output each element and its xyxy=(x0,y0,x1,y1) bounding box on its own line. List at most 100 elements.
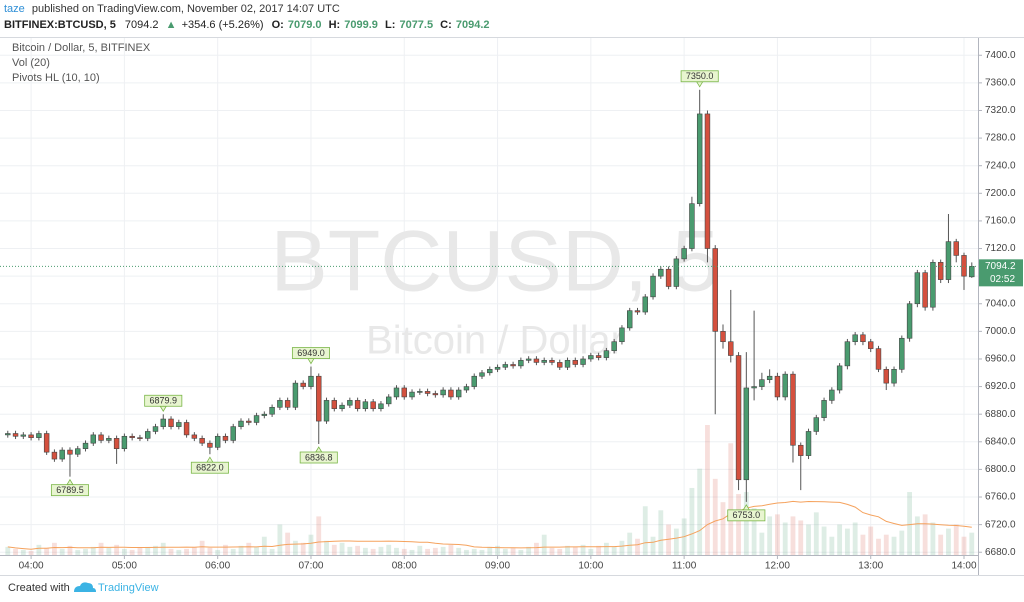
candle-body xyxy=(557,362,563,368)
volume-bar xyxy=(891,536,897,555)
volume-bar xyxy=(526,546,532,555)
volume-bar xyxy=(557,548,563,555)
candle-body xyxy=(137,437,143,439)
y-tick-label: 7120.0 xyxy=(985,243,1016,254)
volume-bar xyxy=(650,536,656,555)
candle-body xyxy=(611,341,617,351)
volume-bar xyxy=(417,545,423,555)
candle-body xyxy=(183,422,190,436)
candle-body xyxy=(168,418,174,427)
volume-bar xyxy=(106,547,112,555)
x-tick-label: 10:00 xyxy=(578,561,603,572)
arrow: ▲ xyxy=(166,19,177,31)
volume-bar xyxy=(697,468,703,555)
candle-body xyxy=(852,334,858,343)
y-tick-label: 6760.0 xyxy=(985,492,1016,503)
candle-body xyxy=(75,448,81,455)
volume-bar xyxy=(852,522,858,555)
candle-body xyxy=(720,331,726,343)
x-tick-label: 07:00 xyxy=(298,561,323,572)
candle-body xyxy=(595,355,602,358)
volume-bar xyxy=(580,544,586,555)
pivot-label: 6949.0 xyxy=(297,348,325,358)
pivot-label: 6879.9 xyxy=(149,396,177,406)
candle-body xyxy=(292,382,299,408)
candle-body xyxy=(658,268,664,277)
candle-body xyxy=(339,404,345,409)
author[interactable]: taze xyxy=(4,3,25,15)
volume-bar xyxy=(782,522,788,555)
pivot-label: 7350.0 xyxy=(686,71,714,81)
candle-body xyxy=(82,442,89,450)
candle-body xyxy=(930,262,936,308)
pivot-label: 6822.0 xyxy=(196,463,224,473)
volume-bar xyxy=(806,524,811,555)
candle-body xyxy=(199,438,205,444)
candle-body xyxy=(580,358,586,365)
volume-bar xyxy=(821,526,827,555)
volume-bar xyxy=(922,514,928,555)
volume-bar xyxy=(549,547,555,555)
candle-body xyxy=(207,442,213,448)
volume-bar xyxy=(137,547,143,555)
pivot-box xyxy=(190,461,229,474)
volume-bar xyxy=(207,547,213,555)
volume-bar xyxy=(627,532,633,555)
candle-body xyxy=(106,438,112,441)
candle-body xyxy=(432,393,439,396)
volume-bar xyxy=(90,546,96,555)
watermark-description: Bitcoin / Dollar xyxy=(366,319,624,363)
close-label: C: xyxy=(440,19,452,31)
x-tick-label: 04:00 xyxy=(19,561,44,572)
volume-bar xyxy=(347,546,353,555)
volume-bar xyxy=(868,526,874,555)
volume-bar xyxy=(129,549,135,555)
low-value: 7077.5 xyxy=(399,19,433,31)
legend-pivots: Pivots HL (10, 10) xyxy=(12,72,100,84)
candle-body xyxy=(759,379,765,387)
volume-bar xyxy=(432,547,438,555)
volume-bar xyxy=(658,510,664,555)
y-tick-label: 7320.0 xyxy=(985,105,1016,116)
volume-bar xyxy=(813,512,819,555)
pivot-box xyxy=(680,70,719,83)
volume-bar xyxy=(199,540,205,555)
candle-body xyxy=(238,420,244,427)
candle-body xyxy=(300,382,306,387)
published: published on TradingView.com, November 0… xyxy=(32,3,340,15)
candle-body xyxy=(937,262,944,280)
candle-body xyxy=(875,348,882,370)
brand-logo[interactable] xyxy=(74,582,96,592)
candle-body xyxy=(222,435,229,441)
legend-main: Bitcoin / Dollar, 5, BITFINEX xyxy=(12,42,151,54)
candle-body xyxy=(487,369,493,374)
volume-bar xyxy=(572,546,578,555)
candle-body xyxy=(619,327,625,343)
volume-bar xyxy=(230,548,236,555)
volume-bar xyxy=(121,548,127,555)
y-tick-label: 7160.0 xyxy=(985,216,1016,227)
volume-bar xyxy=(689,487,695,555)
candle-body xyxy=(51,451,58,460)
volume-bar xyxy=(98,542,104,555)
volume-bar xyxy=(5,546,11,555)
axes: 6680.0 6720.0 6760.0 6800.0 6840.0 6880.0 6920… xyxy=(19,50,1023,572)
candle-body xyxy=(891,369,897,384)
low-label: L: xyxy=(385,19,395,31)
y-tick-label: 7280.0 xyxy=(985,133,1016,144)
candle-body xyxy=(588,355,594,360)
volume-bar xyxy=(471,548,477,555)
candle-body xyxy=(113,438,120,450)
candle-body xyxy=(261,413,268,416)
y-tick-label: 6800.0 xyxy=(985,464,1016,475)
candle-body xyxy=(36,433,42,438)
change: +354.6 (+5.26%) xyxy=(182,19,264,31)
candle-body xyxy=(67,449,73,455)
footer-brand[interactable]: TradingView xyxy=(98,582,159,594)
price-axis xyxy=(978,38,1024,575)
volume-bar xyxy=(464,549,469,555)
x-tick-label: 14:00 xyxy=(951,561,976,572)
volume-bar xyxy=(355,545,361,555)
